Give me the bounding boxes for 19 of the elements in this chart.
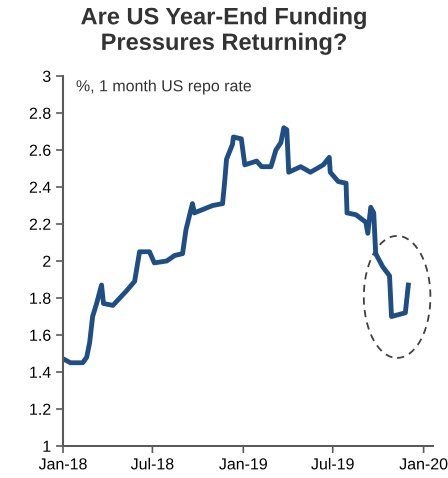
x-tick-label: Jul-19 — [311, 458, 354, 470]
x-tick-label: Jan-19 — [219, 458, 267, 470]
chart-subtitle: %, 1 month US repo rate — [76, 80, 252, 95]
y-tick-label: 2.4 — [30, 182, 51, 193]
line-series — [63, 125, 411, 366]
x-tick-label: Jan-20 — [399, 458, 448, 470]
y-tick-label: 1 — [44, 440, 50, 452]
y-tick-label: 1.2 — [30, 404, 50, 415]
y-tick-label: 2.2 — [30, 218, 50, 230]
y-tick-label: 3 — [42, 70, 50, 82]
y-tick-label: 2.6 — [30, 144, 50, 156]
y-tick-label: 1.6 — [30, 330, 50, 341]
y-tick-label: 2.8 — [30, 108, 50, 119]
x-tick-label: Jan-18 — [38, 458, 87, 470]
x-tick-label: Jul-18 — [130, 458, 174, 470]
chart-title: Are US Year-End Funding Pressures Returning? — [81, 7, 366, 55]
y-tick-label: 1.8 — [30, 292, 50, 304]
y-tick-label: 1.4 — [30, 366, 51, 378]
y-tick-label: 2 — [43, 256, 50, 267]
